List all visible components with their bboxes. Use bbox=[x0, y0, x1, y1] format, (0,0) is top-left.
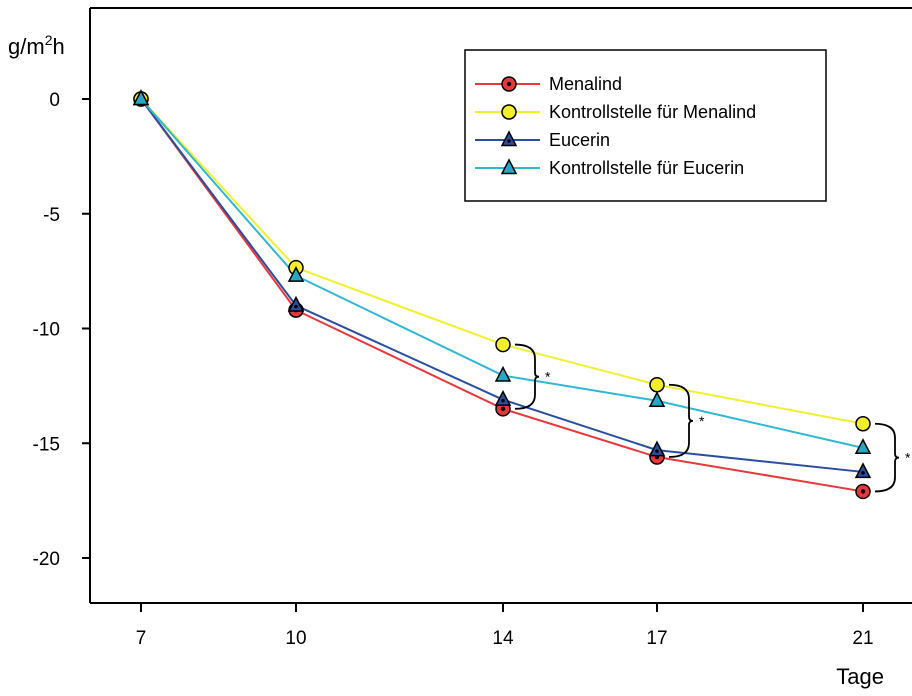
legend-swatch-marker bbox=[500, 158, 518, 175]
significance-bracket bbox=[668, 383, 694, 458]
y-tick-label: -5 bbox=[43, 205, 60, 226]
y-axis-label: g/m2h bbox=[8, 32, 65, 59]
data-point-dot bbox=[500, 406, 506, 412]
y-tick-label: -15 bbox=[33, 434, 60, 455]
legend-label: Kontrollstelle für Eucerin bbox=[549, 158, 744, 178]
y-axis-label-superscript: 2 bbox=[45, 32, 53, 48]
legend-item: Eucerin bbox=[475, 130, 610, 150]
legend-item: Menalind bbox=[475, 74, 622, 94]
data-point bbox=[648, 391, 666, 408]
significance-marker: * bbox=[545, 369, 551, 385]
data-point bbox=[855, 415, 871, 432]
data-point bbox=[494, 365, 512, 382]
legend-label: Kontrollstelle für Menalind bbox=[549, 102, 756, 122]
legend-swatch-marker bbox=[500, 130, 518, 147]
legend-swatch-marker-dot bbox=[506, 81, 512, 87]
x-tick-label: 14 bbox=[492, 628, 514, 649]
x-tick-label: 17 bbox=[646, 628, 667, 649]
x-tick-label: 21 bbox=[852, 628, 873, 649]
series-3-markers bbox=[132, 89, 872, 455]
legend-label: Eucerin bbox=[549, 130, 610, 150]
data-point-dot bbox=[501, 398, 505, 403]
y-axis-label-base: g/m bbox=[8, 34, 45, 59]
data-point-dot bbox=[861, 471, 865, 475]
annotation-layer: * * * bbox=[514, 343, 911, 493]
legend-item: Kontrollstelle für Eucerin bbox=[475, 158, 744, 178]
data-point bbox=[648, 440, 666, 457]
legend: Menalind Kontrollstelle für Menalind Eucer… bbox=[464, 49, 827, 202]
axes: 0 -5 -10 -15 -20 7 10 14 17 21 bbox=[33, 7, 912, 649]
significance-marker: * bbox=[699, 413, 705, 429]
data-point bbox=[287, 295, 305, 312]
y-tick-label: -10 bbox=[33, 320, 60, 341]
y-tick-label: -20 bbox=[33, 549, 60, 570]
data-point bbox=[287, 266, 305, 282]
data-point bbox=[854, 438, 872, 455]
legend-swatch-marker-dot bbox=[507, 139, 511, 143]
y-tick-label: 0 bbox=[49, 90, 60, 111]
x-tick-label: 7 bbox=[136, 628, 147, 649]
data-point bbox=[854, 462, 872, 479]
data-point-dot bbox=[294, 304, 298, 309]
series-layer bbox=[132, 89, 872, 500]
data-point bbox=[494, 389, 512, 406]
x-tick-label: 10 bbox=[285, 628, 306, 649]
data-point bbox=[132, 89, 150, 106]
significance-bracket bbox=[874, 422, 900, 493]
legend-label: Menalind bbox=[549, 74, 622, 94]
data-point bbox=[649, 376, 665, 393]
significance-marker: * bbox=[905, 450, 911, 466]
legend-box bbox=[464, 49, 827, 202]
x-axis-label: Tage bbox=[836, 664, 884, 689]
legend-swatch-marker bbox=[501, 104, 517, 120]
significance-bracket bbox=[514, 343, 540, 410]
data-point-dot bbox=[655, 449, 659, 453]
legend-item: Kontrollstelle für Menalind bbox=[475, 102, 756, 122]
y-axis-label-tail: h bbox=[52, 34, 64, 59]
data-point bbox=[495, 336, 511, 353]
data-point-dot bbox=[860, 489, 866, 494]
